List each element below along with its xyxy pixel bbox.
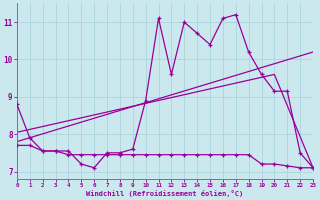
X-axis label: Windchill (Refroidissement éolien,°C): Windchill (Refroidissement éolien,°C) [86, 190, 244, 197]
